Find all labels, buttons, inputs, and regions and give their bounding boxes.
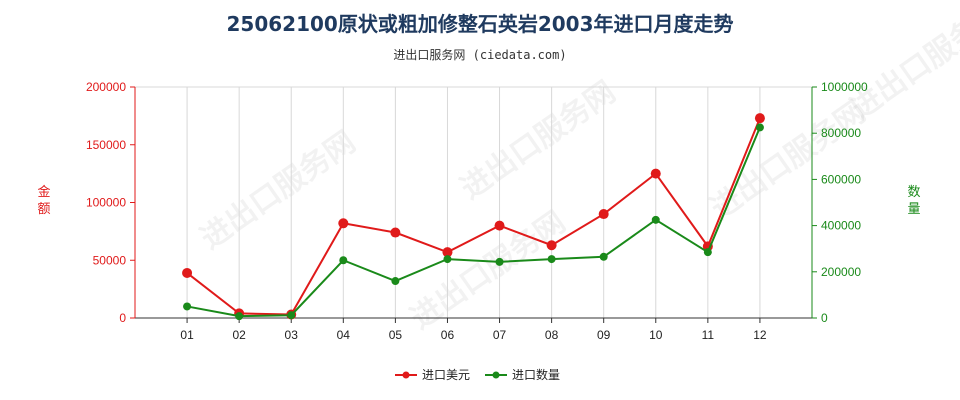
watermark-1: 进出口服务网 bbox=[195, 125, 363, 257]
series-1-point-04 bbox=[338, 218, 349, 229]
x-tick-12: 12 bbox=[753, 328, 767, 342]
y-right-tick-400000: 400000 bbox=[821, 219, 861, 233]
chart-subtitle: 进出口服务网 (ciedata.com) bbox=[393, 48, 567, 62]
series-1-point-09 bbox=[598, 209, 609, 220]
series-2-point-05 bbox=[391, 277, 400, 286]
series-2-point-09 bbox=[599, 252, 608, 261]
watermark-4: 进出口服务网 bbox=[405, 205, 573, 337]
series-1-point-05 bbox=[390, 227, 401, 238]
series-2-point-11 bbox=[703, 248, 712, 257]
y-left-tick-150000: 150000 bbox=[86, 138, 126, 152]
series-1-point-01 bbox=[182, 267, 193, 278]
series-2-point-03 bbox=[287, 311, 296, 320]
legend-marker-1 bbox=[402, 371, 410, 379]
y-left-tick-0: 0 bbox=[119, 311, 126, 325]
series-2-point-04 bbox=[339, 256, 348, 265]
legend-marker-2 bbox=[492, 371, 500, 379]
y-right-tick-1000000: 1000000 bbox=[821, 80, 868, 94]
series-layer bbox=[182, 113, 765, 321]
watermark-5: 进出口服务网 bbox=[845, 0, 960, 127]
x-tick-03: 03 bbox=[285, 328, 299, 342]
legend: 进口美元 进口数量 bbox=[395, 367, 560, 382]
y-right-tick-0: 0 bbox=[821, 311, 828, 325]
axes-layer: 0 50000 100000 150000 200000 0 200000 400000 600… bbox=[37, 80, 920, 342]
series-2-point-01 bbox=[183, 302, 192, 311]
x-tick-05: 05 bbox=[389, 328, 403, 342]
series-1-point-06 bbox=[442, 247, 453, 258]
series-2-point-12 bbox=[755, 123, 764, 132]
y-right-label: 数量 bbox=[907, 185, 920, 217]
series-1-point-07 bbox=[494, 220, 505, 231]
x-tick-01: 01 bbox=[180, 328, 194, 342]
x-tick-10: 10 bbox=[649, 328, 663, 342]
x-tick-09: 09 bbox=[597, 328, 611, 342]
series-1-point-10 bbox=[650, 168, 661, 179]
grid-layer bbox=[135, 86, 812, 318]
y-right-tick-600000: 600000 bbox=[821, 172, 861, 186]
y-right-tick-800000: 800000 bbox=[821, 126, 861, 140]
legend-label-1: 进口美元 bbox=[422, 368, 470, 382]
x-tick-08: 08 bbox=[545, 328, 559, 342]
series-2-line bbox=[186, 127, 761, 318]
y-left-tick-100000: 100000 bbox=[86, 196, 126, 210]
x-tick-11: 11 bbox=[702, 328, 715, 342]
y-left-tick-50000: 50000 bbox=[93, 253, 127, 267]
series-2-point-10 bbox=[651, 215, 660, 224]
x-tick-07: 07 bbox=[493, 328, 507, 342]
series-2-point-02 bbox=[235, 312, 244, 321]
series-2-point-06 bbox=[443, 255, 452, 264]
series-2-point-07 bbox=[495, 257, 504, 266]
x-tick-06: 06 bbox=[441, 328, 455, 342]
watermark-2: 进出口服务网 bbox=[455, 75, 623, 207]
series-1-point-08 bbox=[546, 240, 557, 251]
chart-title: 25062100原状或粗加修整石英岩2003年进口月度走势 bbox=[226, 12, 734, 36]
series-2-point-08 bbox=[547, 255, 556, 264]
x-tick-02: 02 bbox=[232, 328, 246, 342]
y-right-tick-200000: 200000 bbox=[821, 265, 861, 279]
series-1-line bbox=[186, 117, 761, 316]
y-left-tick-200000: 200000 bbox=[86, 80, 126, 94]
legend-label-2: 进口数量 bbox=[512, 367, 560, 382]
y-left-label: 金额 bbox=[37, 184, 50, 217]
watermark-3: 进出口服务网 bbox=[705, 95, 873, 227]
series-1-point-12 bbox=[754, 113, 765, 124]
x-tick-04: 04 bbox=[337, 328, 351, 342]
